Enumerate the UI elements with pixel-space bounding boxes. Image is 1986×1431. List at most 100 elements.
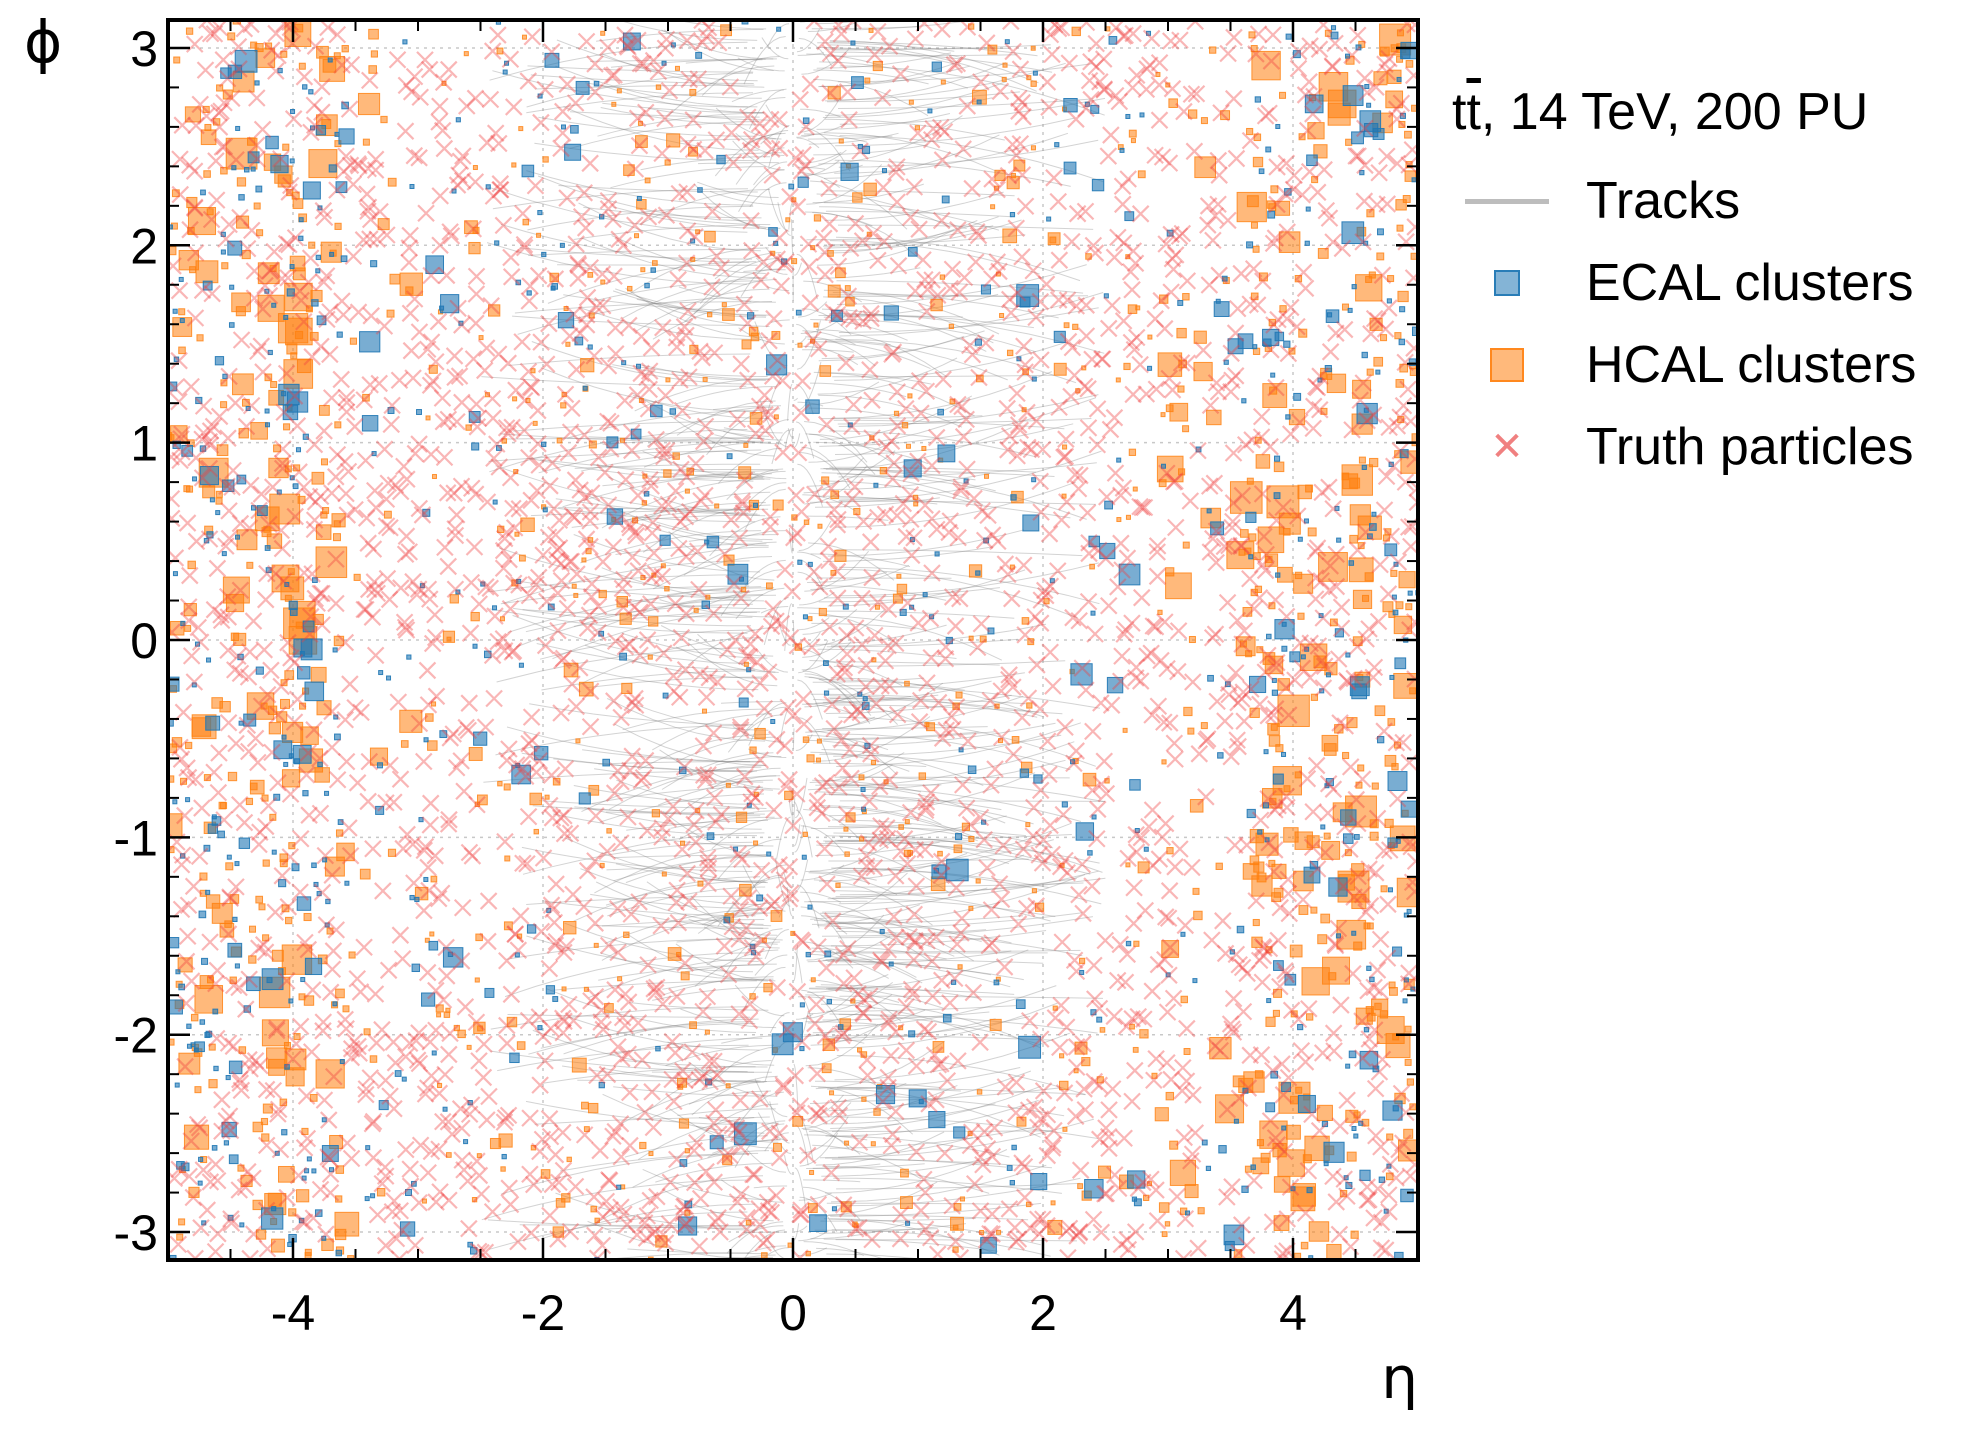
ecal-cluster [651,405,663,417]
hcal-cluster [177,1234,183,1240]
truth-particle-marker [253,338,269,354]
ecal-cluster [542,252,546,256]
track-line [835,482,1075,527]
truth-particle-marker [220,642,236,658]
truth-particle-marker [1015,109,1031,125]
ecal-cluster [552,284,558,290]
ecal-cluster [1010,1180,1014,1184]
hcal-cluster [1253,919,1259,925]
hcal-cluster [845,1141,849,1145]
truth-particle-marker [1033,352,1049,368]
hcal-cluster [690,89,696,95]
ecal-cluster [1276,124,1280,128]
truth-particle-marker [416,903,432,919]
ecal-cluster [798,177,808,187]
truth-particle-marker [439,267,455,283]
hcal-cluster [1167,848,1173,854]
truth-particle-marker [904,547,920,563]
hcal-cluster [285,671,294,680]
hcal-cluster [1189,636,1195,642]
truth-particle-marker [242,644,258,660]
truth-particle-marker [1401,965,1417,981]
ecal-cluster [1012,1145,1016,1149]
hcal-cluster [755,728,765,738]
ecal-cluster [1390,675,1394,679]
truth-particle-marker [330,772,346,788]
ecal-cluster [256,186,262,192]
truth-particle-marker [485,1204,501,1220]
truth-particle-marker [378,1238,394,1254]
ecal-cluster [923,593,927,597]
truth-particle-marker [762,519,778,535]
truth-particle-marker [398,123,414,139]
truth-particle-marker [374,1022,390,1038]
truth-particle-marker [232,797,248,813]
truth-particle-marker [1326,1043,1342,1059]
ecal-cluster [956,834,962,840]
truth-particle-marker [875,179,891,195]
truth-particle-marker [1039,74,1055,90]
ecal-cluster [876,1085,894,1103]
hcal-cluster [1293,1184,1316,1207]
truth-particle-marker [1120,171,1136,187]
hcal-cluster [1183,542,1189,548]
ecal-cluster [1216,299,1220,303]
truth-particle-marker [586,1189,602,1205]
truth-particle-marker [587,915,603,931]
truth-particle-marker [782,630,798,646]
track-line [664,30,773,71]
hcal-cluster [941,80,945,84]
truth-particle-marker [477,362,493,378]
truth-particle-marker [1100,148,1116,164]
truth-particle-marker [1223,749,1239,765]
hcal-cluster [1374,357,1383,366]
hcal-cluster [521,518,535,532]
ecal-cluster [717,155,725,163]
hcal-cluster [680,841,684,845]
hcal-cluster [703,377,707,381]
ecal-cluster [265,546,270,551]
hcal-cluster [430,932,434,936]
truth-particle-marker [1366,659,1382,675]
truth-particle-marker [356,939,372,955]
ecal-cluster [429,941,438,950]
hcal-cluster [635,234,639,238]
ecal-cluster [296,448,300,452]
truth-particle-marker [1326,1025,1342,1041]
ecal-cluster [841,163,858,180]
hcal-cluster [256,896,263,903]
truth-particle-marker [441,62,457,78]
hcal-cluster [384,511,391,518]
hcal-cluster [1377,253,1384,260]
truth-particle-marker [1374,1214,1390,1230]
track-line [592,1259,763,1307]
hcal-cluster [652,810,659,817]
ecal-cluster [214,1066,218,1070]
ecal-cluster [1349,561,1354,566]
hcal-cluster [675,66,679,70]
ecal-cluster [827,999,831,1003]
ecal-cluster [312,300,318,306]
track-line [795,1226,807,1232]
hcal-cluster [1274,462,1284,472]
truth-particle-marker [211,745,227,761]
ecal-cluster [175,1083,179,1087]
truth-particle-marker [1089,437,1105,453]
hcal-cluster [1253,157,1262,166]
hcal-cluster [607,829,611,833]
ecal-cluster [233,917,237,921]
hcal-cluster [641,268,645,272]
hcal-cluster [589,1103,598,1112]
truth-particle-marker [1161,155,1177,171]
ecal-cluster [1301,655,1305,659]
truth-particle-marker [490,27,506,43]
ecal-cluster [341,256,347,262]
truth-particle-marker [360,535,376,551]
truth-particle-marker [1001,1201,1017,1217]
truth-particle-marker [1357,70,1373,86]
truth-particle-marker [622,1138,638,1154]
truth-particle-marker [1029,657,1045,673]
hcal-cluster [954,845,962,853]
hcal-cluster [640,1142,646,1148]
hcal-cluster [969,906,973,910]
